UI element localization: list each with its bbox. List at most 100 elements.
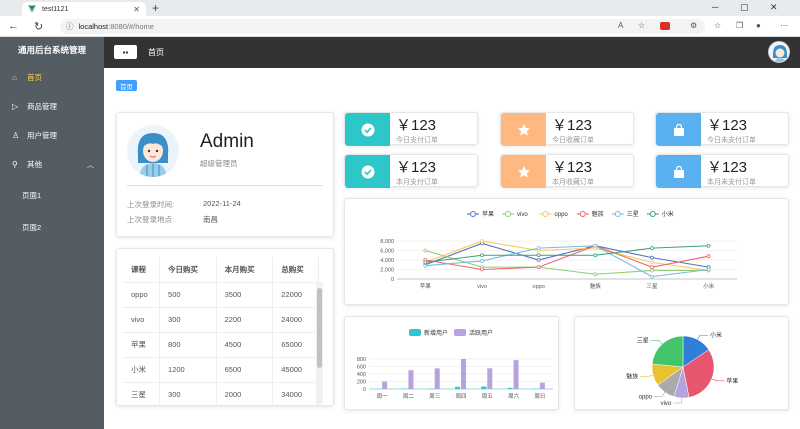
settings-icon[interactable]: ⚙ — [690, 21, 698, 30]
info-icon[interactable]: ⓘ — [66, 22, 74, 31]
sidebar: 通用后台系统管理 ⌂ 首页 ▷ 商品管理 ♙ 用户管理 ⚲ 其他 ︿ 页面1 页… — [0, 37, 104, 429]
profile-icon[interactable]: ● — [756, 21, 761, 30]
sidebar-item-products[interactable]: ▷ 商品管理 — [0, 92, 104, 121]
top-header: ▪▪ 首页 — [104, 37, 800, 68]
bar — [481, 386, 487, 389]
x-tick-label: 周五 — [482, 393, 494, 400]
tab-title: test1121 — [42, 5, 69, 13]
star-icon — [501, 155, 546, 188]
data-point — [706, 267, 711, 272]
x-tick-label: 小米 — [703, 282, 715, 290]
data-point — [650, 274, 654, 279]
series-line — [425, 240, 709, 271]
pie-label: 苹果 — [726, 377, 738, 385]
bar — [513, 360, 519, 389]
favorites-add-icon[interactable]: ☆ — [638, 21, 646, 30]
legend-marker — [579, 211, 586, 217]
sidebar-item-users[interactable]: ♙ 用户管理 — [0, 121, 104, 150]
pie-label-line — [654, 392, 666, 397]
table-cell: 苹果 — [123, 332, 161, 358]
user-role: 超级管理员 — [200, 159, 238, 168]
table-cell: 小米 — [123, 357, 161, 383]
data-point — [480, 239, 484, 243]
order-label: 本月未支付订单 — [707, 179, 756, 186]
pie-label: 魅族 — [626, 372, 638, 380]
x-tick-label: 周三 — [429, 393, 441, 400]
video-play-icon: ▷ — [12, 102, 19, 111]
table-cell: 45000 — [272, 357, 319, 383]
x-tick-label: 周四 — [455, 393, 466, 400]
favorites-icon[interactable]: ☆ — [714, 21, 722, 30]
bar — [539, 382, 545, 389]
extension-icon[interactable] — [660, 22, 670, 30]
order-label: 今日未支付订单 — [707, 137, 756, 144]
minimize-icon[interactable]: ─ — [712, 2, 719, 12]
close-window-icon[interactable]: ✕ — [770, 2, 778, 12]
table-scrollbar[interactable] — [316, 282, 323, 404]
y-tick-label: 4,000 — [380, 258, 394, 264]
legend-swatch — [454, 329, 466, 336]
last-login-time-label: 上次登录时间: — [127, 200, 175, 209]
table-cell: 2200 — [216, 307, 274, 333]
x-tick-label: 周六 — [508, 392, 520, 400]
series-line — [425, 249, 709, 275]
url-field[interactable]: ⓘ localhost:8080/#/home — [60, 19, 705, 34]
y-tick-label: 0 — [363, 387, 366, 393]
order-card-month-paid: ￥123 本月支付订单 — [344, 154, 478, 188]
legend-marker — [505, 211, 511, 217]
data-point — [480, 253, 484, 258]
order-label: 本月支付订单 — [396, 179, 438, 186]
pie-label: oppo — [639, 394, 653, 400]
sidebar-item-home[interactable]: ⌂ 首页 — [0, 63, 104, 92]
pie-label: vivo — [661, 401, 672, 407]
pie-label-line — [711, 378, 725, 382]
table-cell: 1200 — [159, 357, 217, 383]
y-tick-label: 600 — [357, 365, 366, 371]
more-icon[interactable]: ⋯ — [780, 21, 788, 30]
x-tick-label: 苹果 — [420, 282, 432, 290]
sidebar-item-label: 用户管理 — [27, 131, 57, 140]
new-tab-icon[interactable]: + — [152, 1, 160, 15]
header-avatar[interactable] — [768, 41, 790, 63]
refresh-icon[interactable]: ↻ — [34, 21, 44, 33]
data-point — [423, 263, 428, 268]
legend-marker — [470, 211, 476, 217]
order-value: ￥123 — [707, 159, 748, 176]
back-icon[interactable]: ← — [8, 20, 19, 32]
menu-toggle-button[interactable]: ▪▪ — [114, 45, 137, 59]
pie-slice — [651, 335, 684, 368]
sidebar-item-other[interactable]: ⚲ 其他 ︿ — [0, 150, 104, 179]
browser-tabbar: test1121 ✕ + ─ ▢ ✕ — [0, 0, 800, 16]
pie-label-line — [640, 374, 654, 377]
table-scrollbar-thumb[interactable] — [317, 288, 322, 368]
legend-label: 小米 — [662, 210, 674, 218]
breadcrumb-tag[interactable]: 首页 — [116, 80, 137, 91]
maximize-icon[interactable]: ▢ — [740, 2, 749, 12]
sidebar-subitem-page2[interactable]: 页面2 — [0, 211, 104, 243]
table-header-row: 课程 今日购买 本月购买 总购买 — [123, 257, 319, 283]
close-tab-icon[interactable]: ✕ — [133, 4, 140, 14]
collections-icon[interactable]: ❐ — [736, 21, 744, 30]
table-cell: 800 — [159, 332, 217, 358]
check-circle-icon — [345, 155, 390, 188]
table-cell: 300 — [159, 307, 217, 333]
legend-label: 活跃用户 — [469, 329, 493, 337]
table-cell: 24000 — [272, 307, 319, 333]
data-point — [593, 272, 598, 277]
order-card-month-fav: ￥123 本月收藏订单 — [500, 154, 634, 188]
line-chart-card: 0 2,000 4,000 6,000 8,000 苹果 vivo oppo 魅族 三星 小米 苹果 v… — [344, 198, 789, 305]
y-tick-label: 200 — [357, 380, 366, 386]
table-cell: 2000 — [216, 382, 274, 405]
last-login-place: 南昌 — [203, 215, 218, 224]
order-label: 今日收藏订单 — [552, 137, 594, 144]
sidebar-subitem-page1[interactable]: 页面1 — [0, 179, 104, 211]
legend-label: 魅族 — [592, 210, 604, 218]
last-login-time: 2022-11-24 — [203, 199, 241, 208]
series-line — [425, 242, 709, 268]
table-row: 小米 1200 6500 45000 — [123, 357, 319, 383]
table-cell: 300 — [159, 382, 217, 405]
read-aloud-icon[interactable]: A — [618, 21, 624, 30]
browser-tab[interactable]: test1121 ✕ — [22, 2, 146, 16]
